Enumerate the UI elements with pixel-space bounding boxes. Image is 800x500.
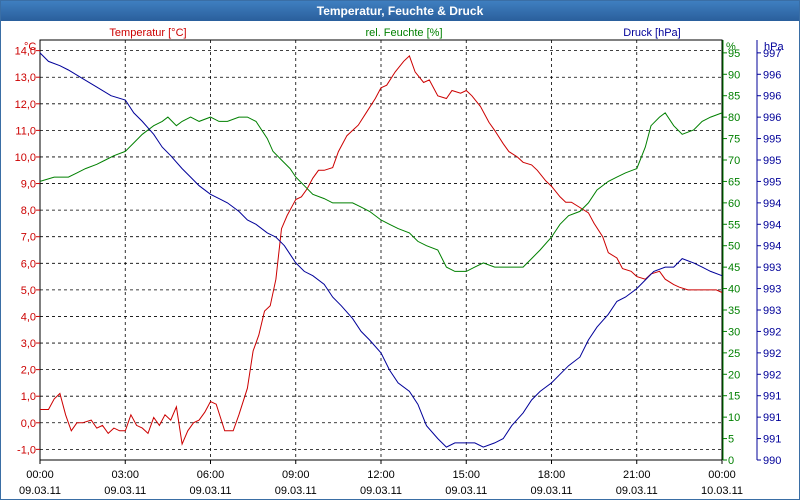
humidity-tick-label: 10 (728, 412, 740, 424)
temperature-tick-label: 12,0 (15, 99, 36, 111)
time-tick-label: 06:00 (197, 469, 225, 481)
temperature-tick-label: 11,0 (15, 125, 36, 137)
pressure-tick-label: 996 (763, 112, 781, 124)
humidity-tick-label: 95 (728, 48, 740, 60)
pressure-tick-label: 993 (763, 262, 781, 274)
humidity-tick-label: 70 (728, 155, 740, 167)
temperature-tick-label: 10,0 (15, 152, 36, 164)
humidity-axis: 0 5 10 15 20 25 30 35 40 45 50 55 60 65 70 75 80 85 90 95 (722, 40, 740, 467)
window-title: Temperatur, Feuchte & Druck (1, 1, 799, 21)
time-tick-label: 03:00 (111, 469, 139, 481)
pressure-unit-label: hPa (764, 41, 784, 53)
pressure-tick-label: 994 (763, 219, 781, 231)
humidity-tick-label: 65 (728, 176, 740, 188)
pressure-tick-label: 995 (763, 176, 781, 188)
humidity-tick-label: 5 (728, 434, 734, 446)
pressure-tick-label: 992 (763, 369, 781, 381)
time-tick-label: 18:00 (538, 469, 566, 481)
temperature-axis: -1,0 0,0 1,0 2,0 3,0 4,0 5,0 6,0 7,0 8,0 9,0 10,0 11… (15, 46, 40, 456)
time-tick-label: 15:00 (452, 469, 480, 481)
date-tick-label: 09.03.11 (530, 485, 572, 497)
pressure-tick-label: 997 (763, 48, 781, 60)
pressure-axis: 990 991 991 991 992 992 992 993 993 993 994 994 994 9… (756, 40, 781, 467)
temperature-tick-label: 6,0 (21, 258, 36, 270)
temperature-unit-label: °C (24, 41, 36, 53)
date-tick-label: 09.03.11 (104, 485, 146, 497)
pressure-tick-label: 993 (763, 305, 781, 317)
humidity-tick-label: 85 (728, 91, 740, 103)
pressure-tick-label: 996 (763, 69, 781, 81)
temperature-tick-label: 0,0 (21, 418, 36, 430)
humidity-tick-label: 60 (728, 198, 740, 210)
humidity-line (39, 112, 723, 272)
pressure-tick-label: 991 (763, 412, 781, 424)
pressure-tick-label: 995 (763, 134, 781, 146)
temperature-tick-label: 5,0 (21, 285, 36, 297)
humidity-tick-label: 45 (728, 262, 740, 274)
temperature-tick-label: 2,0 (21, 365, 36, 377)
pressure-tick-label: 991 (763, 391, 781, 403)
temperature-tick-label: -1,0 (17, 444, 36, 456)
temperature-legend-label: Temperatur [°C] (109, 27, 186, 39)
grid (40, 40, 722, 460)
temperature-tick-label: 3,0 (21, 338, 36, 350)
temperature-tick-label: 4,0 (21, 311, 36, 323)
humidity-tick-label: 55 (728, 219, 740, 231)
humidity-unit-label: % (726, 41, 736, 53)
date-tick-label: 09.03.11 (445, 485, 487, 497)
pressure-tick-label: 994 (763, 198, 781, 210)
temperature-tick-label: 14,0 (15, 46, 36, 58)
humidity-tick-label: 90 (728, 69, 740, 81)
humidity-tick-label: 15 (728, 391, 740, 403)
humidity-tick-label: 80 (728, 112, 740, 124)
pressure-tick-label: 994 (763, 241, 781, 253)
humidity-tick-label: 50 (728, 241, 740, 253)
humidity-tick-label: 75 (728, 134, 740, 146)
time-tick-label: 12:00 (367, 469, 395, 481)
series-layer (39, 52, 723, 448)
pressure-tick-label: 992 (763, 326, 781, 338)
pressure-tick-label: 995 (763, 155, 781, 167)
humidity-tick-label: 40 (728, 284, 740, 296)
date-tick-label: 10.03.11 (701, 485, 743, 497)
temperature-tick-label: 1,0 (21, 391, 36, 403)
date-tick-label: 09.03.11 (275, 485, 317, 497)
time-axis: 00:00 09.03.11 03:00 09.03.11 06:00 09.03.11 0… (19, 460, 743, 497)
temperature-tick-label: 7,0 (21, 232, 36, 244)
humidity-tick-label: 30 (728, 326, 740, 338)
pressure-tick-label: 990 (763, 455, 781, 467)
time-tick-label: 09:00 (282, 469, 310, 481)
pressure-legend-label: Druck [hPa] (623, 27, 680, 39)
pressure-line (39, 52, 723, 448)
temperature-tick-label: 9,0 (21, 179, 36, 191)
pressure-tick-label: 992 (763, 348, 781, 360)
time-tick-label: 00:00 (708, 469, 736, 481)
time-tick-label: 21:00 (623, 469, 651, 481)
date-tick-label: 09.03.11 (616, 485, 658, 497)
pressure-tick-label: 993 (763, 284, 781, 296)
humidity-tick-label: 20 (728, 369, 740, 381)
date-tick-label: 09.03.11 (19, 485, 61, 497)
temperature-tick-label: 8,0 (21, 205, 36, 217)
pressure-tick-label: 996 (763, 91, 781, 103)
humidity-tick-label: 25 (728, 348, 740, 360)
temperature-tick-label: 13,0 (15, 72, 36, 84)
humidity-tick-label: 35 (728, 305, 740, 317)
temperature-line (40, 55, 723, 446)
date-tick-label: 09.03.11 (360, 485, 402, 497)
pressure-tick-label: 991 (763, 434, 781, 446)
time-tick-label: 00:00 (26, 469, 54, 481)
humidity-legend-label: rel. Feuchte [%] (365, 27, 442, 39)
date-tick-label: 09.03.11 (189, 485, 231, 497)
humidity-tick-label: 0 (728, 455, 734, 467)
